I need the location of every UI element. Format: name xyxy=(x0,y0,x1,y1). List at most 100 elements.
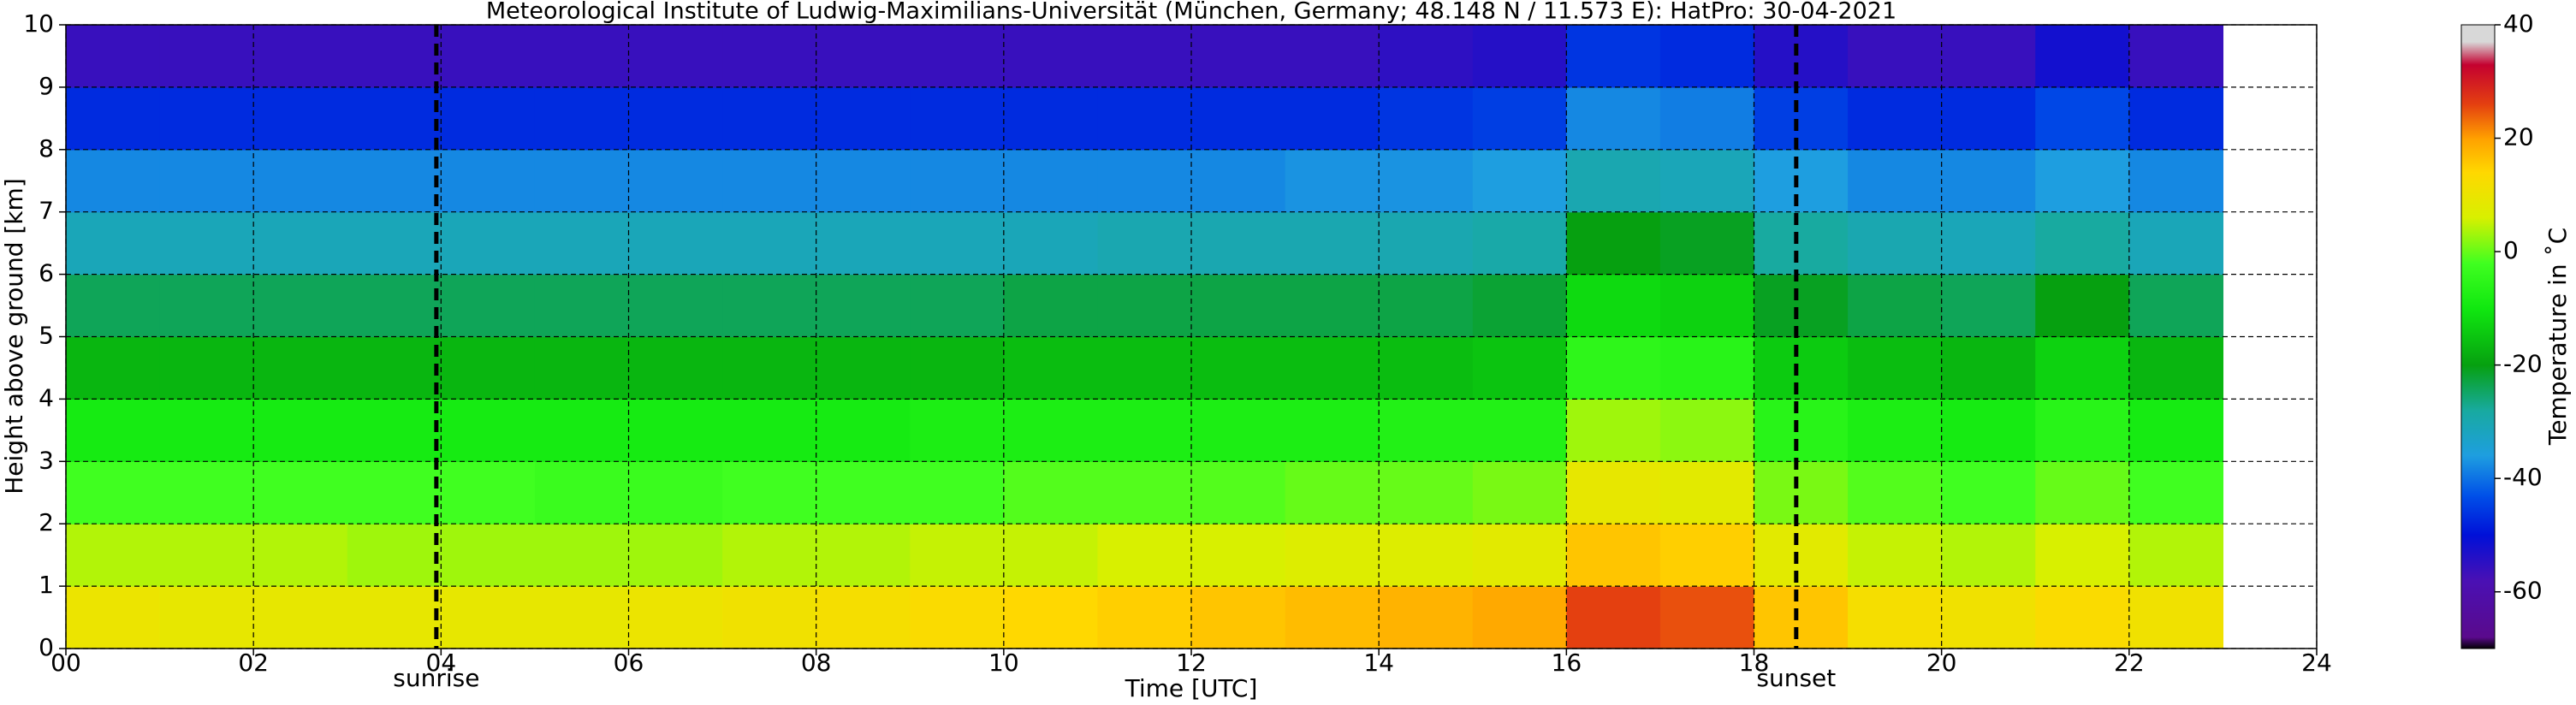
heatmap-cell xyxy=(1848,336,1943,400)
heatmap-cell xyxy=(2035,211,2130,275)
heatmap-cell xyxy=(628,461,723,524)
heatmap-cell xyxy=(441,211,536,275)
colorbar-tick-label: 0 xyxy=(2503,236,2519,264)
heatmap-cell xyxy=(1285,524,1380,587)
heatmap-cell xyxy=(534,149,630,213)
heatmap-cell xyxy=(253,86,348,151)
colorbar-segment xyxy=(2461,535,2495,581)
heatmap-cell xyxy=(1097,149,1192,213)
x-axis-label: Time [UTC] xyxy=(1125,674,1258,702)
heatmap-cell xyxy=(2128,399,2224,462)
heatmap-cell xyxy=(910,524,1005,587)
colorbar-segment xyxy=(2461,172,2495,218)
heatmap-cell xyxy=(1379,336,1474,400)
heatmap-cell xyxy=(1003,211,1099,275)
heatmap-cell xyxy=(816,274,911,338)
x-tick-label: 14 xyxy=(1363,649,1394,677)
heatmap-cell xyxy=(1379,211,1474,275)
y-axis-label: Height above ground [km] xyxy=(0,178,28,495)
heatmap-cell xyxy=(628,586,723,649)
heatmap-cell xyxy=(159,586,254,649)
heatmap-cell xyxy=(1003,274,1099,338)
heatmap-cell xyxy=(1191,274,1286,338)
heatmap-cell xyxy=(441,86,536,151)
heatmap-cell xyxy=(910,399,1005,462)
heatmap-cell xyxy=(1472,336,1567,400)
heatmap-cell xyxy=(1941,25,2036,88)
heatmap-cell xyxy=(910,211,1005,275)
heatmap-cell xyxy=(1097,524,1192,587)
heatmap-cell xyxy=(159,461,254,524)
colorbar-segment xyxy=(2461,495,2495,536)
heatmap-cell xyxy=(159,25,254,88)
heatmap-cell xyxy=(1379,461,1474,524)
heatmap-cell xyxy=(2035,336,2130,400)
heatmap-cell xyxy=(1472,86,1567,151)
heatmap-cell xyxy=(1003,524,1099,587)
colorbar-segment xyxy=(2461,41,2495,65)
heatmap-cell xyxy=(628,524,723,587)
heatmap-cell xyxy=(441,399,536,462)
heatmap-cell xyxy=(1472,211,1567,275)
heatmap-cell xyxy=(1566,586,1661,649)
heatmap-cell xyxy=(1659,211,1755,275)
heatmap-cell xyxy=(1848,461,1943,524)
heatmap-cell xyxy=(1097,336,1192,400)
heatmap-cell xyxy=(2128,336,2224,400)
colorbar-segment xyxy=(2461,580,2495,638)
heatmap-cell xyxy=(2128,25,2224,88)
heatmap-cell xyxy=(2128,524,2224,587)
colorbar-tick-label: -40 xyxy=(2503,463,2543,491)
heatmap-cell xyxy=(1379,586,1474,649)
heatmap-cell xyxy=(628,25,723,88)
heatmap-cell xyxy=(534,399,630,462)
x-tick-label: 20 xyxy=(1926,649,1957,677)
heatmap-cell xyxy=(2035,524,2130,587)
heatmap-cell xyxy=(1941,211,2036,275)
heatmap-cell xyxy=(159,86,254,151)
heatmap-cell xyxy=(1659,336,1755,400)
x-tick-label: 16 xyxy=(1552,649,1582,677)
heatmap-cell xyxy=(816,86,911,151)
colorbar-segment xyxy=(2461,637,2495,649)
heatmap-cell xyxy=(66,524,161,587)
heatmap-cell xyxy=(1379,86,1474,151)
colorbar-segment xyxy=(2461,217,2495,264)
y-tick-label: 5 xyxy=(39,322,54,350)
colorbar-segment xyxy=(2461,364,2495,412)
heatmap-cell xyxy=(1191,461,1286,524)
heatmap-cell xyxy=(1191,25,1286,88)
heatmap-cell xyxy=(347,211,442,275)
heatmap-cell xyxy=(1659,149,1755,213)
heatmap-cell xyxy=(1472,149,1567,213)
heatmap-cell xyxy=(347,336,442,400)
heatmap-cell xyxy=(1754,586,1849,649)
heatmap-cell xyxy=(1848,586,1943,649)
heatmap-cell xyxy=(1659,461,1755,524)
heatmap-cell xyxy=(722,399,817,462)
heatmap-cell xyxy=(1659,399,1755,462)
heatmap-cell xyxy=(2035,86,2130,151)
heatmap-cell xyxy=(1003,586,1099,649)
heatmap-cell xyxy=(722,274,817,338)
heatmap-cell xyxy=(1097,461,1192,524)
heatmap-cell xyxy=(1754,86,1849,151)
heatmap-cell xyxy=(441,336,536,400)
heatmap-cell xyxy=(1941,149,2036,213)
colorbar-frame xyxy=(2460,24,2496,649)
heatmap-cell xyxy=(1941,461,2036,524)
heatmap-cell xyxy=(2035,25,2130,88)
heatmap-cell xyxy=(2128,86,2224,151)
heatmap-cell xyxy=(1379,399,1474,462)
heatmap-cell xyxy=(2035,274,2130,338)
heatmap-cell xyxy=(1659,586,1755,649)
heatmap-cell xyxy=(1097,586,1192,649)
heatmap-cell xyxy=(253,336,348,400)
heatmap-cell xyxy=(66,399,161,462)
heatmap-cell xyxy=(2128,461,2224,524)
heatmap-cell xyxy=(253,399,348,462)
y-tick-label: 10 xyxy=(23,9,54,38)
heatmap-cell xyxy=(253,25,348,88)
heatmap-cell xyxy=(66,461,161,524)
heatmap-cell xyxy=(628,149,723,213)
